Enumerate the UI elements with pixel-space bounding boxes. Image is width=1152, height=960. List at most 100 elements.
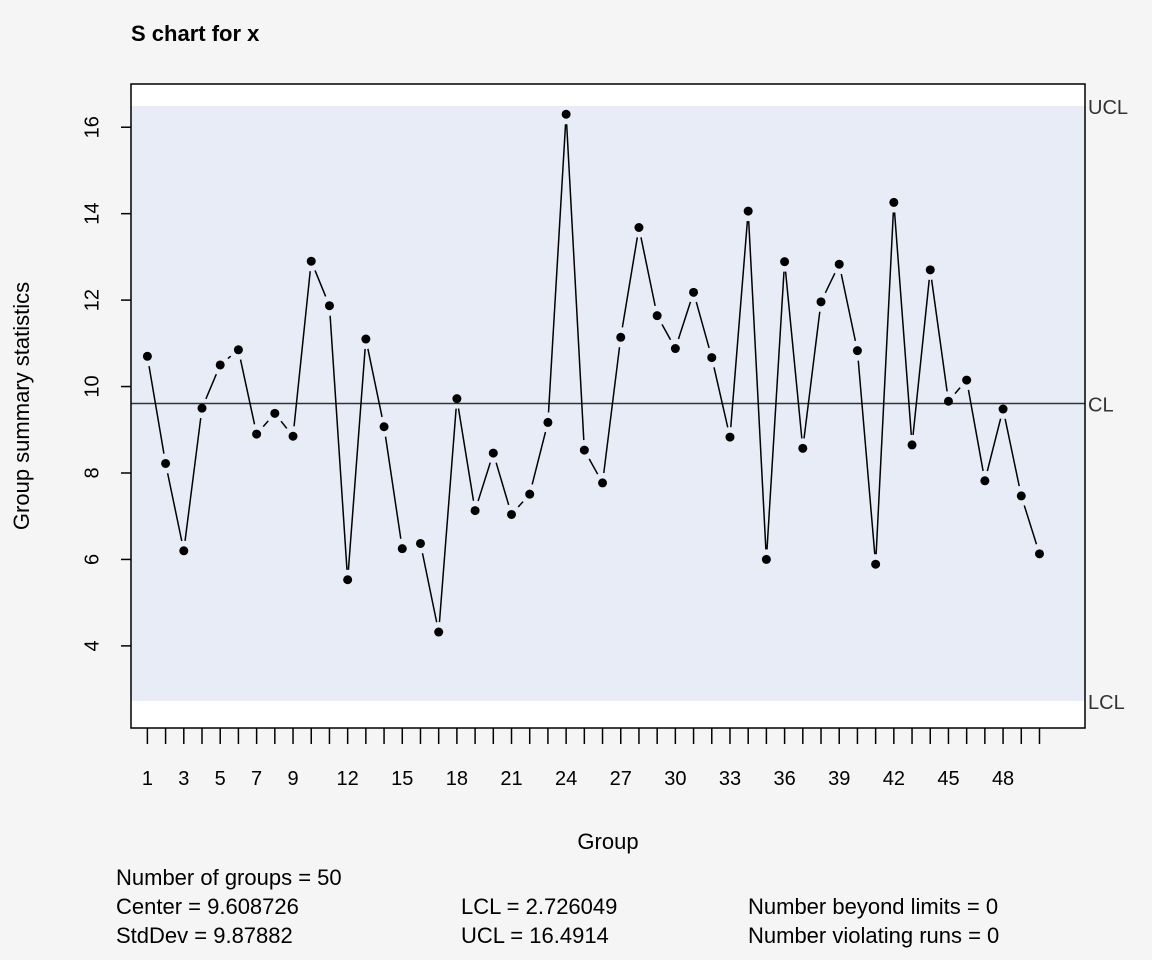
data-point [452,394,462,404]
stat-beyond-limits: Number beyond limits = 0 [748,894,999,919]
y-tick-label: 10 [81,375,103,397]
series-segment [1004,418,1020,487]
x-tick-label: 42 [883,768,905,790]
x-axis-title: Group [577,829,638,854]
x-tick-label: 1 [142,768,153,790]
stat-number-of-groups: Number of groups = 50 [116,865,342,890]
x-tick-label: 36 [773,768,795,790]
data-point [907,440,917,450]
plot-frame [130,83,1086,729]
series-segment [621,237,639,328]
series-segment [227,355,232,360]
series-segment [784,271,803,439]
data-point [689,287,699,297]
series-segment [329,315,348,570]
x-tick-label: 12 [337,768,359,790]
series-segment [967,389,984,472]
y-tick-label: 8 [81,467,103,478]
series-segment [184,417,202,541]
data-point [215,360,225,370]
series-segment [421,553,438,623]
series-segment [803,311,821,439]
series-segment [205,373,218,400]
data-point [616,332,626,342]
data-point [142,351,152,361]
stat-ucl: UCL = 16.4914 [461,923,609,948]
series-segment [457,408,475,501]
data-point [233,345,243,355]
series-segment [747,221,767,550]
x-tick-label: 33 [719,768,741,790]
stat-center: Center = 9.608726 [116,894,299,919]
series-segment [603,347,621,474]
data-point [343,575,353,585]
series-segment [293,271,311,427]
series-segment [262,420,269,428]
data-point [943,396,953,406]
data-point [288,431,298,441]
series-segment [766,271,785,550]
x-tick-label: 24 [555,768,577,790]
data-point [980,476,990,486]
y-tick-label: 14 [81,203,103,225]
data-point [871,559,881,569]
stat-lcl: LCL = 2.726049 [461,894,618,919]
series-segment [730,220,749,428]
x-tick-label: 9 [287,768,298,790]
series-segment [912,279,930,436]
data-point [889,197,899,207]
x-tick-label: 3 [178,768,189,790]
ucl-label: UCL [1088,97,1128,119]
data-point [543,417,553,427]
data-point [761,554,771,564]
series-segment [367,348,383,418]
series-segment [517,501,524,508]
y-tick-label: 12 [81,289,103,311]
data-point [561,109,571,119]
x-tick-label: 5 [215,768,226,790]
series-segment [239,359,256,425]
series-segment [531,431,547,485]
x-tick-label: 27 [610,768,632,790]
x-tick-label: 15 [391,768,413,790]
x-tick-label: 48 [992,768,1014,790]
data-point [707,353,717,363]
series-segment [893,212,913,435]
data-point [179,546,189,556]
data-point [306,256,316,266]
data-point [379,422,389,432]
data-point [925,265,935,275]
series-segment [824,272,836,294]
series-segment [547,124,567,413]
data-point [252,429,262,439]
cl-label: CL [1088,394,1114,416]
series-segment [495,462,510,506]
series-segment [384,436,402,539]
data-point [598,478,608,488]
data-point [1034,549,1044,559]
data-point [725,432,735,442]
series-segment [713,367,729,428]
stat-violating-runs: Number violating runs = 0 [748,923,1000,948]
data-point [743,206,753,216]
data-point [1016,491,1026,501]
stat-stddev: StdDev = 9.87882 [116,923,293,948]
series-segment [438,408,457,623]
series-segment [280,420,288,429]
series-segment [588,458,599,475]
series-segment [640,237,656,307]
series-segment [166,473,183,542]
series-segment [840,273,857,342]
series-segment [347,348,366,570]
data-point [270,408,280,418]
data-point [415,538,425,548]
data-point [470,506,480,516]
data-point [816,297,826,307]
chart-title: S chart for x [131,21,260,46]
series-segment [875,212,895,555]
series-segment [677,301,692,340]
data-point [798,443,808,453]
series-segment [930,279,948,392]
x-tick-label: 30 [664,768,686,790]
y-tick-label: 16 [81,116,103,138]
